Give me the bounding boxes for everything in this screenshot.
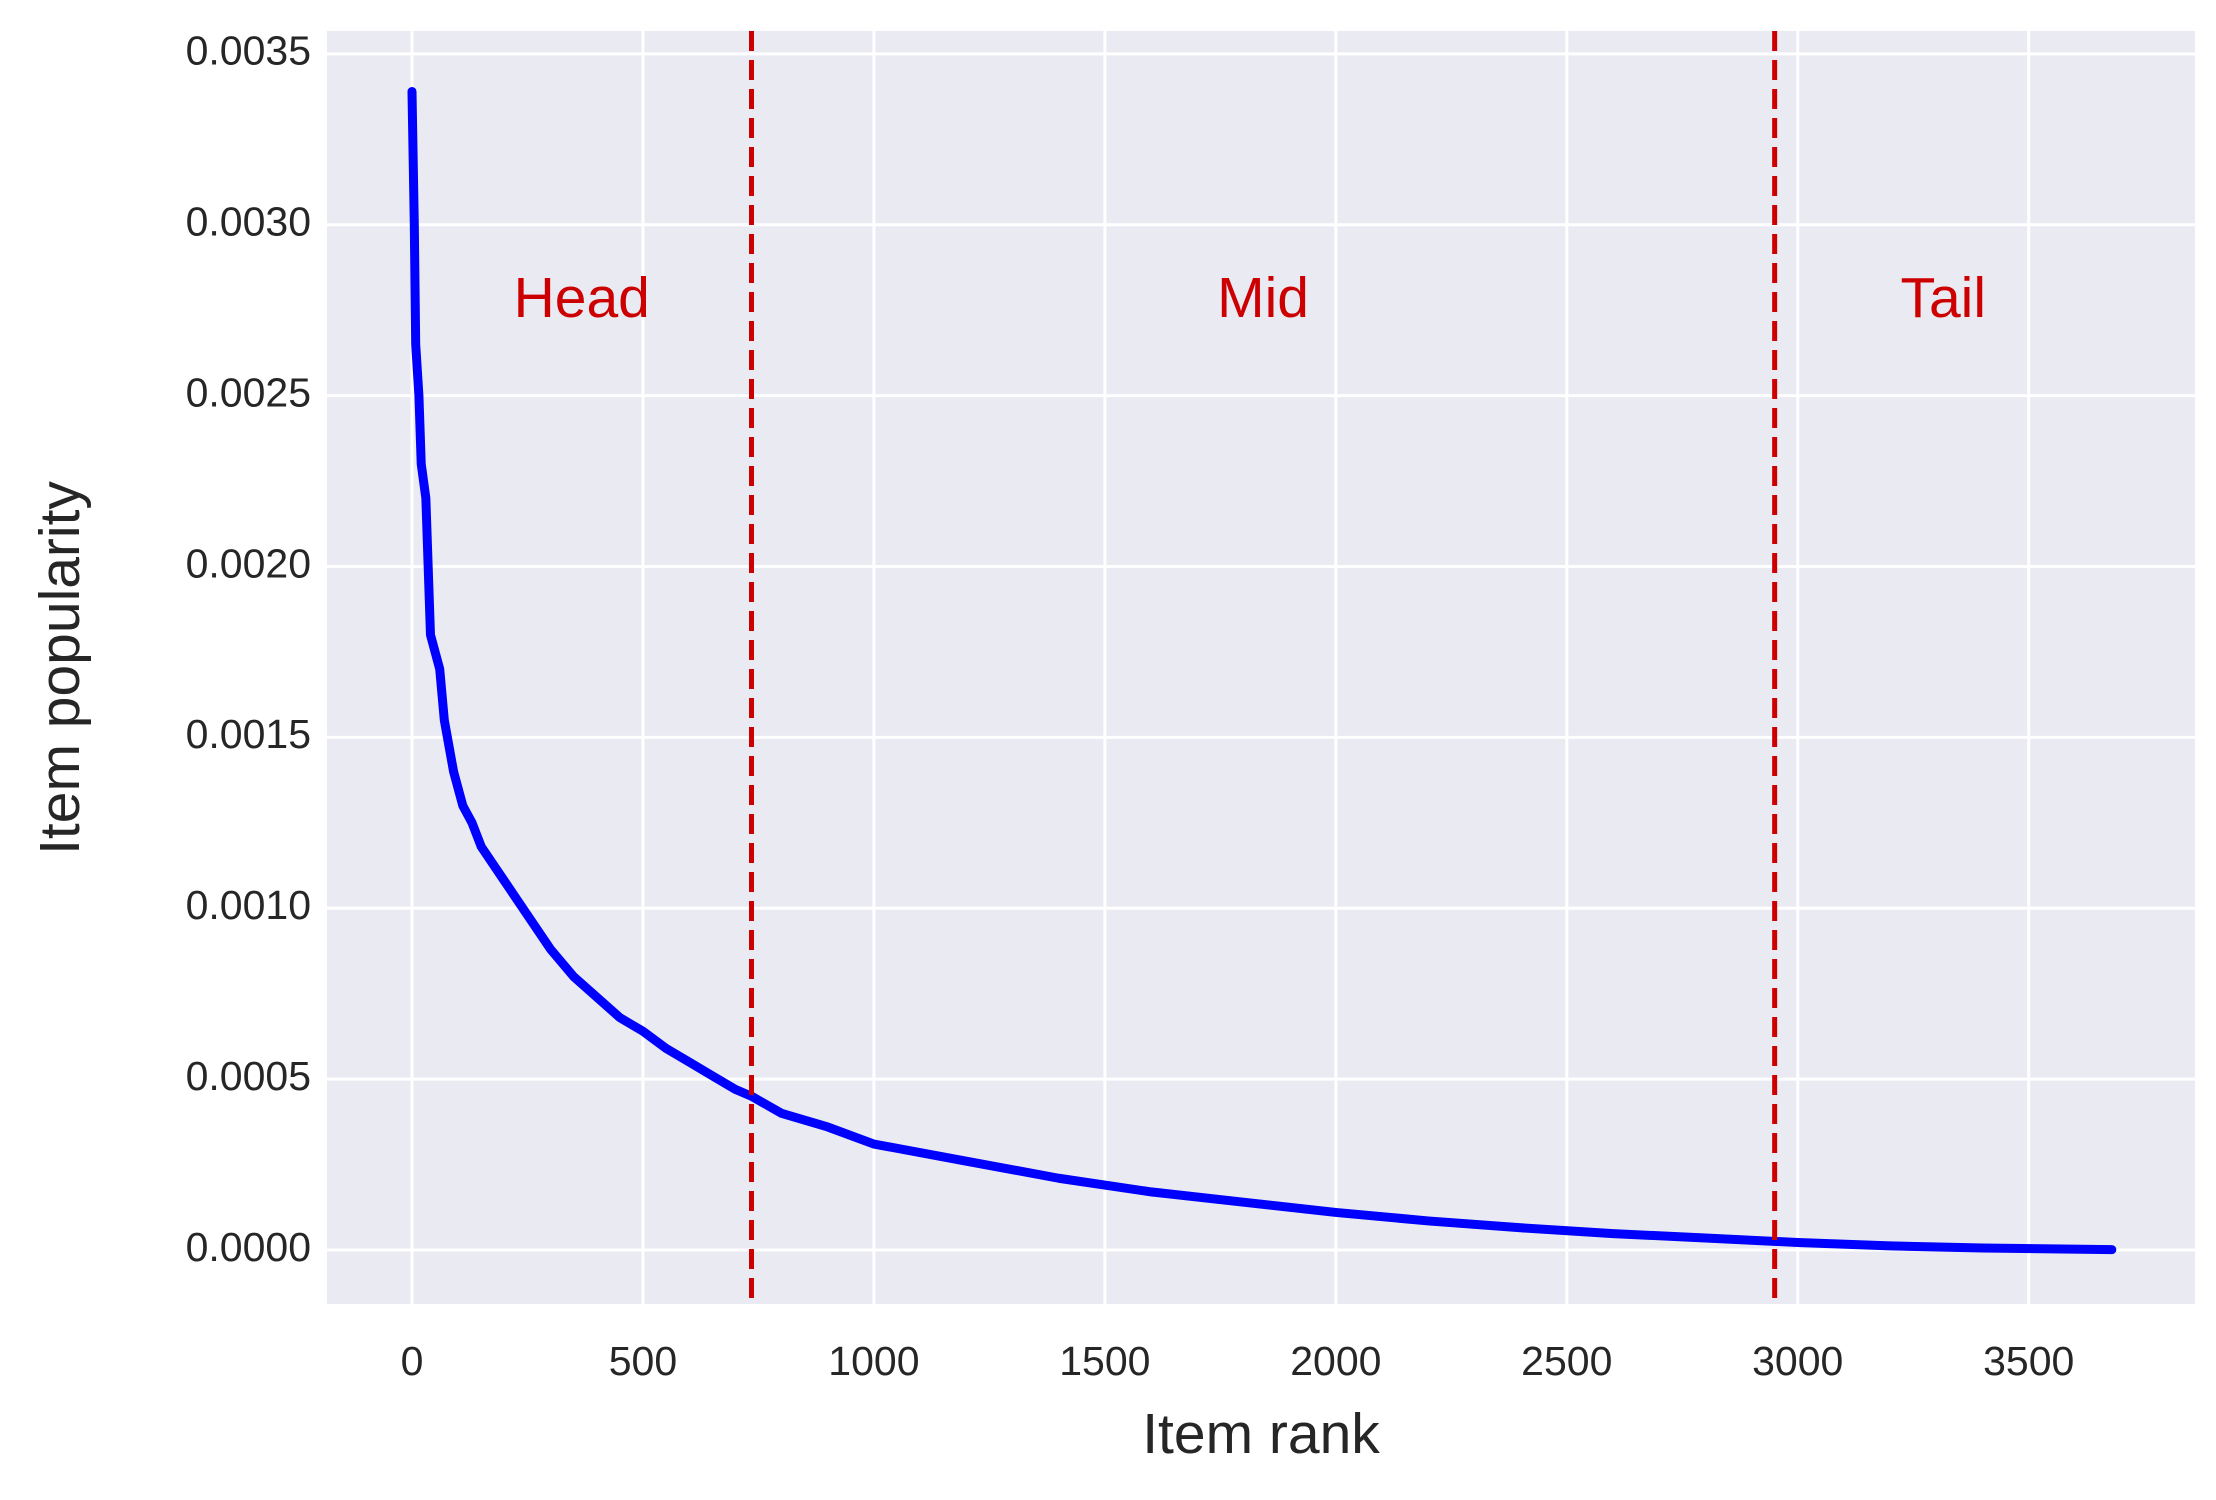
data-line — [407, 86, 2117, 1255]
y-axis-label: Item popularity — [28, 481, 92, 855]
x-tick-label: 0 — [401, 1338, 424, 1384]
x-tick-label: 3500 — [1983, 1338, 2074, 1384]
x-tick-label: 500 — [609, 1338, 677, 1384]
y-tick-label: 0.0000 — [186, 1224, 311, 1270]
plot-area — [327, 31, 2195, 1304]
x-axis-label: Item rank — [1142, 1402, 1380, 1466]
y-tick-label: 0.0030 — [186, 199, 311, 245]
x-tick-label: 2500 — [1521, 1338, 1612, 1384]
region-label: Head — [514, 266, 650, 330]
region-label: Mid — [1217, 266, 1309, 330]
y-tick-label: 0.0020 — [186, 540, 311, 586]
y-tick-label: 0.0025 — [186, 369, 311, 415]
x-tick-label: 1000 — [828, 1338, 919, 1384]
x-tick-label: 1500 — [1059, 1338, 1150, 1384]
y-tick-label: 0.0015 — [186, 711, 311, 757]
y-tick-label: 0.0035 — [186, 28, 311, 74]
x-tick-label: 2000 — [1290, 1338, 1381, 1384]
region-label: Tail — [1900, 266, 1986, 330]
y-tick-label: 0.0005 — [186, 1053, 311, 1099]
x-tick-label: 3000 — [1752, 1338, 1843, 1384]
y-tick-label: 0.0010 — [186, 882, 311, 928]
